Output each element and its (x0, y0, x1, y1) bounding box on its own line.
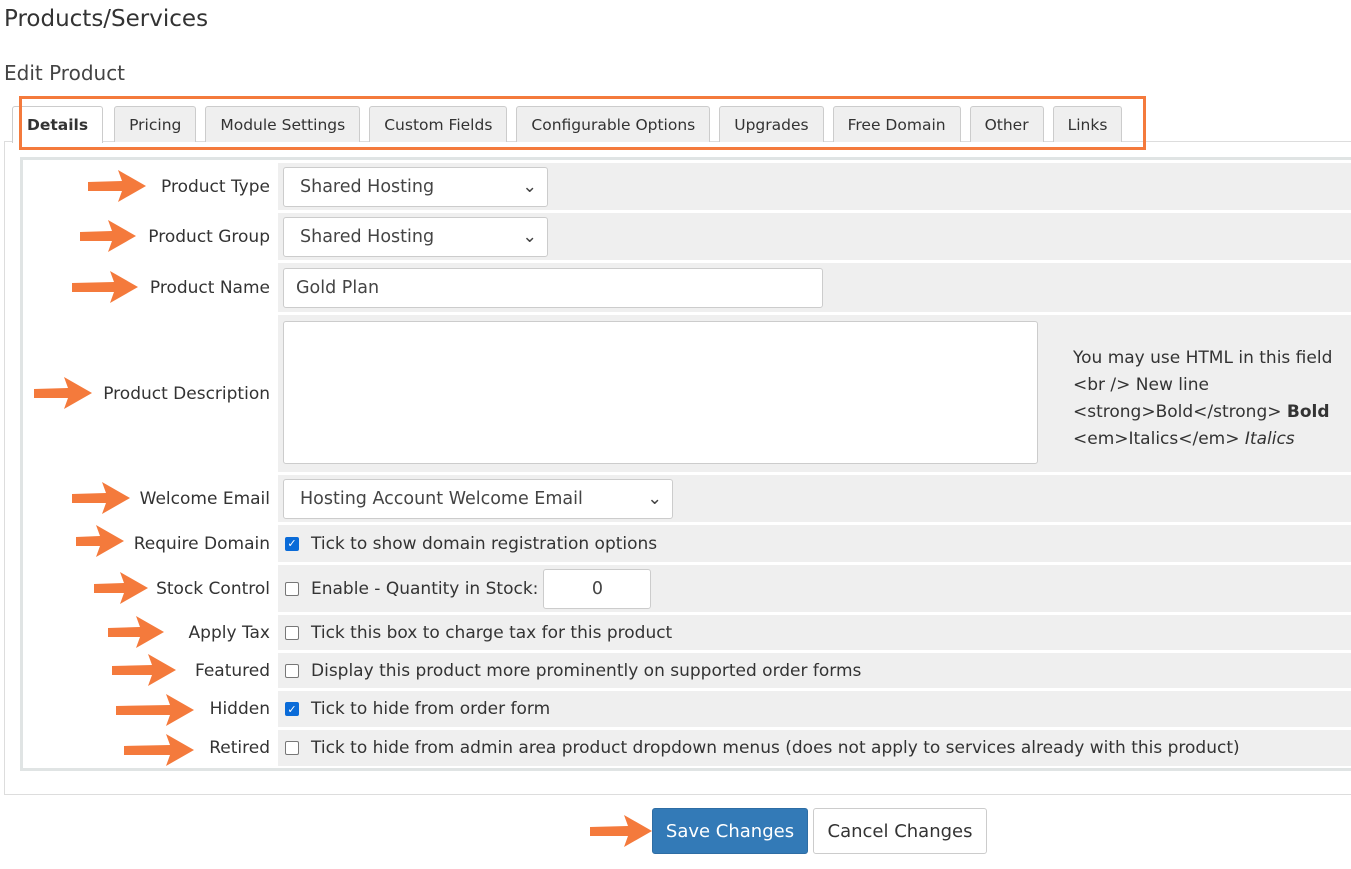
product-name-input[interactable]: Gold Plan (283, 267, 823, 308)
cancel-changes-button[interactable]: Cancel Changes (813, 808, 987, 854)
page-title: Products/Services (4, 6, 209, 32)
welcome-email-select[interactable]: Hosting Account Welcome Email ⌄ (283, 478, 673, 519)
tab-configurable-options[interactable]: Configurable Options (516, 106, 711, 142)
select-value: Shared Hosting (300, 176, 435, 197)
chevron-down-icon: ⌄ (522, 176, 537, 197)
product-group-label: Product Group (148, 226, 270, 247)
html-help-text: You may use HTML in this field <br /> Ne… (1073, 345, 1332, 453)
help-bold: Bold (1286, 402, 1330, 422)
product-type-label: Product Type (161, 176, 270, 197)
apply-tax-checkbox[interactable] (285, 625, 299, 640)
row-apply-tax: Apply Tax Tick this box to charge tax fo… (23, 615, 1351, 650)
row-retired: Retired Tick to hide from admin area pro… (23, 730, 1351, 766)
tab-module-settings[interactable]: Module Settings (205, 106, 361, 142)
section-title: Edit Product (4, 61, 126, 85)
welcome-email-label: Welcome Email (139, 488, 270, 509)
row-product-description: Product Description You may use HTML in … (23, 315, 1351, 472)
chevron-down-icon: ⌄ (647, 488, 662, 509)
retired-checkbox[interactable] (285, 741, 299, 755)
stock-control-checkbox[interactable] (285, 581, 299, 596)
tab-details[interactable]: Details (12, 106, 104, 143)
stock-control-label: Stock Control (156, 578, 270, 599)
apply-tax-label: Apply Tax (188, 622, 270, 643)
row-product-group: Product Group Shared Hosting ⌄ (23, 213, 1351, 260)
help-italic: Italics (1244, 429, 1295, 449)
tab-pricing[interactable]: Pricing (114, 106, 197, 142)
tab-custom-fields[interactable]: Custom Fields (369, 106, 508, 142)
product-group-select[interactable]: Shared Hosting ⌄ (283, 216, 548, 257)
featured-checkbox[interactable] (285, 663, 299, 678)
require-domain-text: Tick to show domain registration options (311, 533, 658, 554)
product-description-label: Product Description (103, 383, 270, 404)
stock-control-text: Enable - Quantity in Stock: (311, 578, 539, 599)
details-form: Product Type Shared Hosting ⌄ Product Gro… (20, 157, 1351, 771)
stock-quantity-input[interactable]: 0 (543, 568, 652, 609)
require-domain-label: Require Domain (133, 533, 270, 554)
product-name-label: Product Name (149, 277, 270, 298)
chevron-down-icon: ⌄ (522, 226, 537, 247)
help-line: You may use HTML in this field (1073, 348, 1333, 368)
featured-label: Featured (194, 660, 270, 681)
tab-upgrades[interactable]: Upgrades (719, 106, 824, 142)
tab-links[interactable]: Links (1052, 106, 1123, 142)
help-line: <br /> New line (1073, 375, 1209, 395)
help-line: <em>Italics</em> (1073, 429, 1240, 449)
hidden-text: Tick to hide from order form (311, 699, 551, 719)
hidden-label: Hidden (209, 699, 270, 719)
product-description-textarea[interactable] (283, 321, 1038, 464)
featured-text: Display this product more prominently on… (311, 660, 862, 681)
retired-label: Retired (209, 738, 270, 758)
row-hidden: Hidden ✓ Tick to hide from order form (23, 691, 1351, 727)
tab-bar: Details Pricing Module Settings Custom F… (12, 106, 1131, 143)
row-product-type: Product Type Shared Hosting ⌄ (23, 163, 1351, 210)
hidden-checkbox[interactable]: ✓ (285, 702, 299, 716)
row-stock-control: Stock Control Enable - Quantity in Stock… (23, 565, 1351, 612)
retired-text: Tick to hide from admin area product dro… (311, 738, 1240, 758)
tab-free-domain[interactable]: Free Domain (832, 106, 961, 142)
help-line: <strong>Bold</strong> (1073, 402, 1282, 422)
row-featured: Featured Display this product more promi… (23, 653, 1351, 688)
select-value: Shared Hosting (300, 226, 435, 247)
tab-other[interactable]: Other (969, 106, 1044, 142)
row-welcome-email: Welcome Email Hosting Account Welcome Em… (23, 475, 1351, 522)
product-type-select[interactable]: Shared Hosting ⌄ (283, 166, 548, 207)
row-product-name: Product Name Gold Plan (23, 263, 1351, 312)
row-require-domain: Require Domain ✓ Tick to show domain regi… (23, 525, 1351, 562)
arrow-icon (590, 815, 652, 847)
save-changes-button[interactable]: Save Changes (652, 808, 808, 854)
select-value: Hosting Account Welcome Email (300, 488, 583, 509)
apply-tax-text: Tick this box to charge tax for this pro… (311, 622, 673, 643)
require-domain-checkbox[interactable]: ✓ (285, 536, 299, 551)
